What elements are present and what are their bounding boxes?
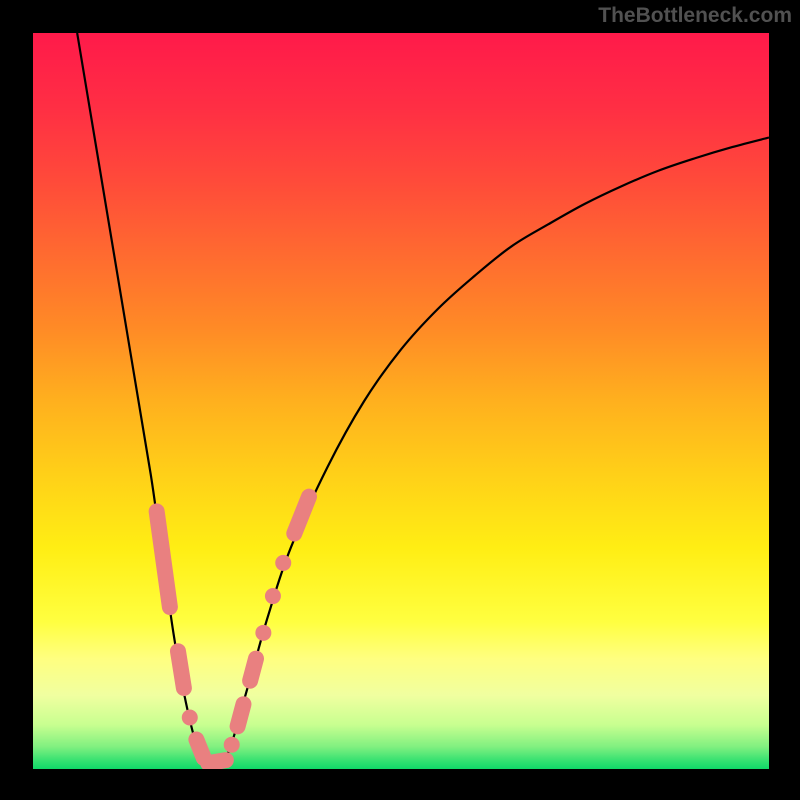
- marker-dot: [224, 737, 240, 753]
- bottleneck-curve: [33, 33, 769, 769]
- plot-area: [33, 33, 769, 769]
- curve-left-branch: [77, 33, 209, 767]
- marker-pill: [178, 651, 184, 688]
- marker-dot: [275, 555, 291, 571]
- marker-pill: [208, 760, 226, 763]
- curve-right-branch: [210, 138, 769, 768]
- watermark-text: TheBottleneck.com: [598, 4, 792, 28]
- marker-pill: [250, 659, 256, 681]
- marker-pill: [157, 511, 170, 607]
- data-markers: [157, 497, 309, 763]
- marker-pill: [196, 740, 203, 758]
- marker-pill: [238, 704, 244, 726]
- marker-dot: [265, 588, 281, 604]
- marker-pill: [294, 497, 309, 534]
- marker-dot: [182, 709, 198, 725]
- marker-dot: [255, 625, 271, 641]
